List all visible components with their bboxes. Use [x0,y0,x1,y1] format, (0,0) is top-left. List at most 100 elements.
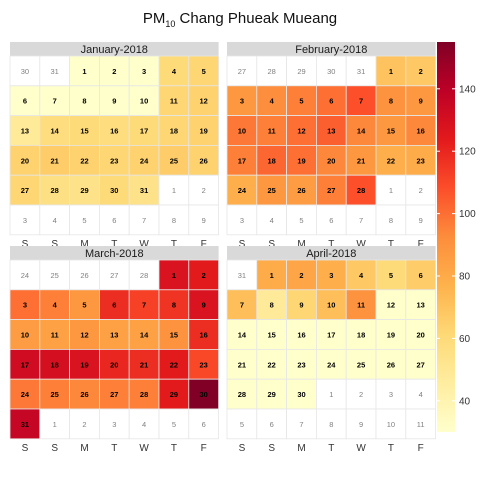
day-number: 27 [327,186,335,195]
day-number: 10 [21,331,29,340]
day-number: 1 [82,67,86,76]
day-cell [345,289,377,320]
day-cell [39,378,70,410]
day-cell [39,259,70,291]
day-number: 1 [389,67,393,76]
day-number: 4 [359,271,364,280]
day-cell [9,55,41,87]
day-cell [286,115,317,146]
day-cell [256,204,287,236]
day-cell [9,115,41,146]
day-number: 3 [142,67,146,76]
weekday-label: T [388,239,394,250]
day-number: 29 [80,186,88,195]
panel-strip [227,246,436,260]
day-number: 3 [240,216,244,225]
day-cell [286,85,317,117]
day-number: 24 [140,156,149,165]
day-number: 29 [268,390,276,399]
day-number: 28 [140,271,148,280]
day-cell [315,289,347,320]
weekday-label: S [268,239,275,250]
day-number: 18 [268,156,276,165]
day-number: 30 [200,390,208,399]
day-number: 2 [299,271,303,280]
colorbar [437,42,455,432]
day-number: 12 [297,127,305,136]
day-number: 7 [359,97,363,106]
day-number: 7 [299,420,303,429]
day-cell [9,204,41,236]
day-cell [99,408,130,440]
day-cell [69,378,100,410]
weekday-label: F [418,239,424,250]
day-number: 28 [238,390,246,399]
day-cell [188,85,220,117]
day-number: 27 [21,186,29,195]
day-number: 9 [359,420,363,429]
day-cell [286,408,317,440]
day-cell [256,319,287,350]
day-cell [9,348,41,380]
day-number: 11 [268,127,276,136]
day-cell [315,55,347,87]
day-number: 6 [112,216,116,225]
day-number: 14 [357,127,366,136]
day-number: 11 [170,97,178,106]
day-number: 25 [357,360,365,369]
day-number: 16 [297,331,305,340]
day-cell [158,259,190,291]
day-cell [188,408,220,440]
colorbar-tick-label: 100 [459,209,476,220]
day-cell [286,289,317,320]
day-cell [315,348,347,380]
day-number: 22 [170,360,178,369]
day-cell [405,408,436,440]
panel-title: January-2018 [81,44,148,56]
day-cell [188,319,220,350]
day-number: 8 [270,301,274,310]
chart-title: PM10 Chang Phueak Mueang [142,10,338,29]
weekday-label: W [139,239,149,250]
day-number: 4 [53,301,58,310]
weekday-label: S [22,239,29,250]
weekday-label: F [201,443,207,454]
panel-title: March-2018 [85,248,144,260]
day-cell [69,174,100,206]
day-cell [188,378,220,410]
day-number: 2 [202,271,206,280]
weekday-label: T [171,443,177,454]
day-number: 25 [268,186,276,195]
day-number: 11 [417,420,425,429]
day-number: 9 [112,97,116,106]
day-cell [315,378,347,410]
day-cell [99,348,130,380]
day-cell [286,204,317,236]
day-number: 30 [21,67,29,76]
weekday-label: T [111,239,117,250]
day-number: 30 [327,67,335,76]
day-number: 19 [80,360,88,369]
weekday-label: S [239,443,246,454]
day-number: 30 [297,390,305,399]
day-cell [405,115,436,146]
day-cell [226,378,258,410]
day-cell [345,204,377,236]
day-number: 28 [51,186,59,195]
day-cell [405,204,436,236]
day-number: 15 [268,331,276,340]
day-cell [158,204,190,236]
day-cell [188,115,220,146]
day-number: 6 [112,301,116,310]
weekday-label: W [356,239,366,250]
day-cell [226,144,258,176]
day-number: 4 [270,216,274,225]
day-number: 8 [172,216,176,225]
day-number: 24 [21,271,29,280]
day-number: 16 [417,127,425,136]
day-number: 15 [80,127,88,136]
day-number: 31 [140,186,148,195]
day-cell [286,144,317,176]
day-number: 6 [329,216,333,225]
day-cell [315,319,347,350]
